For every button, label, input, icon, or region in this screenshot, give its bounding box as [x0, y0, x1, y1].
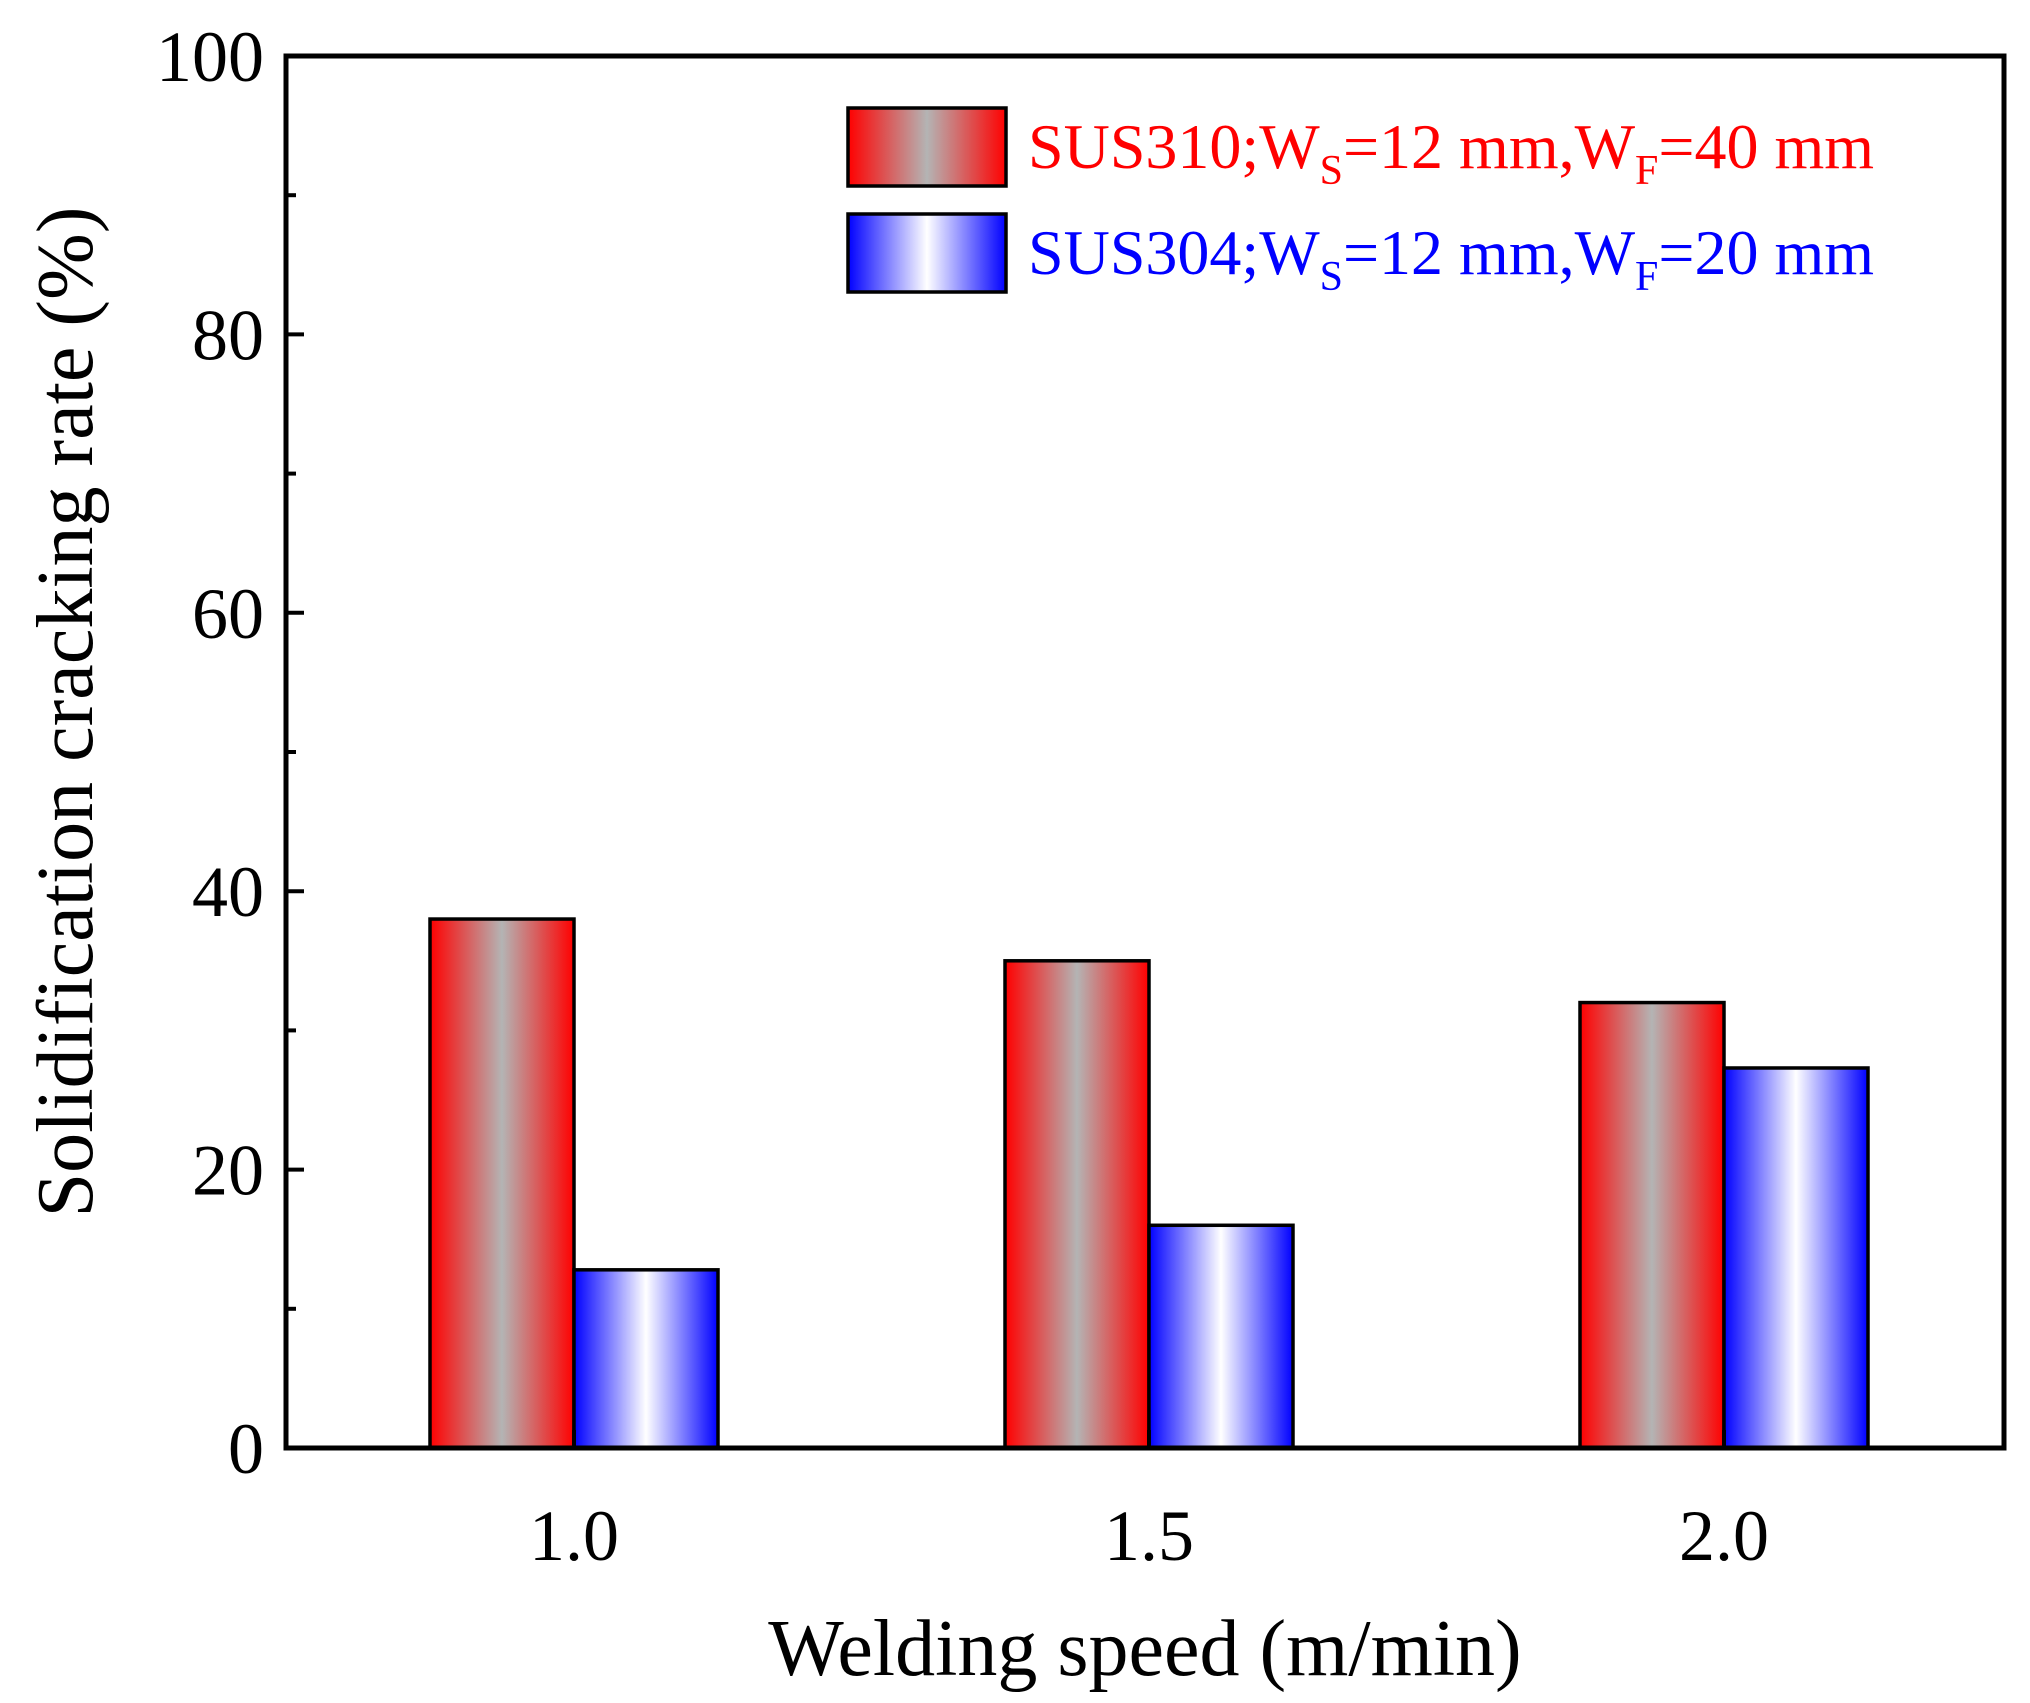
y-tick-label: 100 [156, 17, 264, 97]
y-axis-title: Solidification cracking rate (%) [22, 207, 110, 1218]
bar-series1-2.0 [1578, 1000, 1726, 1450]
legend: SUS310;WS=12 mm,WF=40 mm SUS304;WS=12 mm,… [846, 106, 1874, 300]
bar-series2-1.5 [1147, 1223, 1295, 1450]
axes-layer: 0 20 40 60 80 100 1.0 1.5 2.0 Welding speed (m/mi… [22, 17, 2007, 1693]
x-tick-label: 1.5 [1104, 1496, 1194, 1576]
bar-series2-2.0 [1722, 1066, 1870, 1450]
legend-label-series2: SUS304;WS=12 mm,WF=20 mm [1028, 217, 1874, 300]
bar-series1-1.0 [428, 917, 576, 1450]
y-tick-label: 40 [192, 852, 264, 932]
x-tick-label: 2.0 [1679, 1496, 1769, 1576]
y-tick-label: 80 [192, 295, 264, 375]
legend-label-series1: SUS310;WS=12 mm,WF=40 mm [1028, 111, 1874, 194]
y-tick-label: 0 [228, 1409, 264, 1489]
y-tick-label: 60 [192, 574, 264, 654]
legend-swatch-series1 [846, 106, 1008, 188]
x-axis-title: Welding speed (m/min) [768, 1605, 1521, 1693]
legend-swatch-series2 [846, 212, 1008, 294]
x-tick-label: 1.0 [529, 1496, 619, 1576]
bar-series2-1.0 [572, 1268, 720, 1450]
bars-layer [428, 917, 1870, 1450]
y-tick-label: 20 [192, 1131, 264, 1211]
bar-series1-1.5 [1003, 959, 1151, 1450]
